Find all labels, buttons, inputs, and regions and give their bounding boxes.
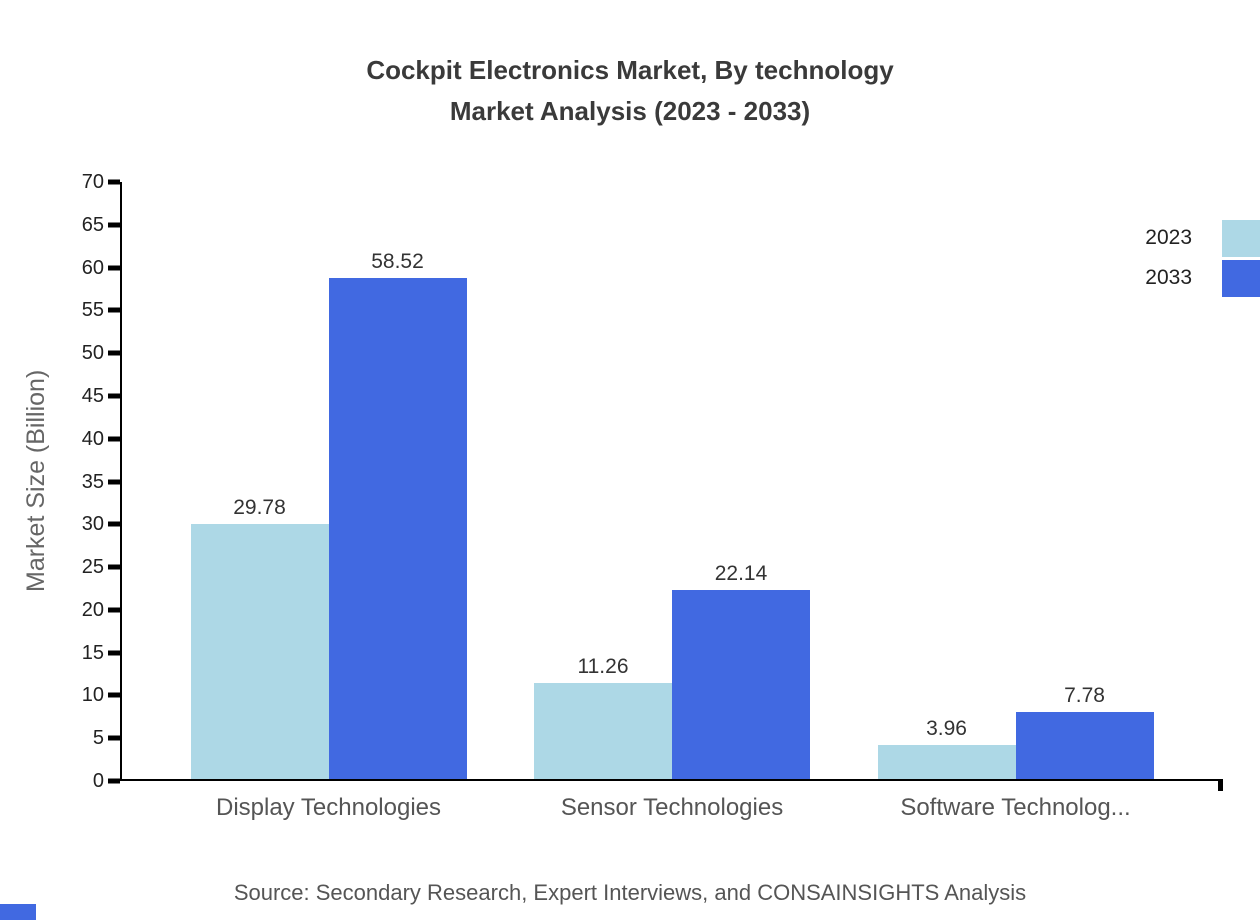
legend-item-2033: 2033	[1145, 258, 1260, 298]
y-tick-mark	[108, 521, 120, 527]
bar-2033-2	[672, 589, 810, 779]
y-tick-mark	[108, 692, 120, 698]
x-category-label: Software Technolog...	[900, 794, 1131, 821]
x-axis-end-tick	[1218, 779, 1223, 791]
y-tick-mark	[108, 350, 120, 356]
y-tick-label: 70	[81, 171, 104, 193]
chart-title-line1: Cockpit Electronics Market, By technolog…	[366, 55, 894, 85]
legend-label: 2033	[1145, 266, 1192, 289]
y-tick-mark	[108, 436, 120, 442]
plot-area: 0 5 10 15 20 25 30 35 40 45 50 55 60 65 70 Display Tech…	[82, 171, 1223, 821]
bar-value-label: 7.78	[1064, 684, 1105, 708]
y-tick-label: 50	[81, 342, 104, 365]
y-tick-label: 0	[92, 770, 104, 792]
y-tick-label: 20	[81, 598, 104, 621]
y-tick-label: 40	[81, 427, 104, 450]
y-tick-mark	[108, 650, 120, 656]
bar-value-label: 22.14	[714, 561, 768, 585]
bar-2023-1	[190, 524, 329, 779]
bar-2033-3	[1015, 712, 1154, 779]
source-attribution: Source: Secondary Research, Expert Inter…	[233, 880, 1027, 905]
bar-2033-1	[328, 278, 467, 779]
y-axis-title: Market Size (Billion)	[22, 369, 50, 592]
y-tick-label: 25	[81, 556, 104, 579]
y-tick-label: 55	[81, 299, 104, 322]
y-tick-mark	[108, 778, 120, 784]
y-tick-label: 15	[81, 641, 104, 664]
y-tick-label: 65	[81, 213, 104, 236]
y-tick-mark	[108, 307, 120, 313]
y-tick-mark	[108, 607, 120, 613]
bar-value-label: 3.96	[926, 717, 967, 741]
bar-2023-3	[877, 745, 1016, 779]
y-tick-label: 30	[81, 513, 104, 536]
bar-value-label: 29.78	[233, 496, 286, 520]
y-tick-mark	[108, 479, 120, 484]
legend-swatch	[1222, 259, 1260, 297]
y-tick-label: 60	[81, 256, 104, 279]
bar-value-label: 58.52	[371, 250, 424, 274]
legend-swatch	[1222, 219, 1260, 257]
chart-title-line2: Market Analysis (2023 - 2033)	[449, 96, 811, 126]
y-tick-label: 10	[81, 684, 104, 707]
bar-2023-2	[534, 682, 672, 779]
y-tick-label: 35	[81, 470, 104, 493]
legend: 2023 2033	[1145, 218, 1260, 298]
chart-title: Cockpit Electronics Market, By technolog…	[0, 50, 1260, 132]
y-tick-mark	[108, 265, 120, 271]
bar-value-label: 11.26	[577, 654, 629, 678]
y-tick-mark	[108, 393, 120, 399]
legend-label: 2023	[1145, 226, 1192, 249]
y-tick-mark	[108, 564, 120, 570]
legend-item-2023: 2023	[1145, 218, 1260, 258]
y-tick-label: 45	[81, 384, 104, 407]
y-tick-mark	[108, 222, 120, 228]
y-tick-mark	[108, 179, 120, 185]
corner-logo-mark	[0, 904, 36, 920]
x-category-label: Display Technologies	[215, 794, 442, 821]
x-category-label: Sensor Technologies	[560, 794, 784, 821]
y-tick-label: 5	[92, 727, 104, 750]
y-tick-mark	[108, 735, 120, 741]
